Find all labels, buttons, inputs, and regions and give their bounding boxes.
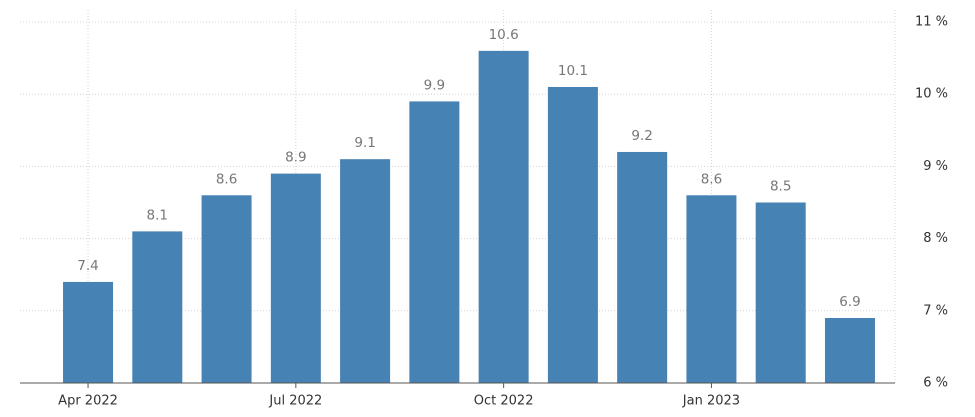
value-label: 8.9 [285,150,306,166]
value-label: 9.1 [354,135,375,151]
bar [270,173,321,383]
value-label: 8.6 [701,171,722,187]
value-label: 8.1 [147,207,168,223]
y-tick-label: 8 % [923,231,948,246]
bar [201,195,252,383]
value-label: 6.9 [839,294,860,310]
value-label: 9.9 [424,77,445,93]
y-tick-label: 9 % [923,159,948,174]
y-tick-label: 6 % [923,376,948,391]
value-label: 10.1 [558,63,588,79]
value-label: 9.2 [631,128,652,144]
value-label: 8.5 [770,179,791,195]
bar [340,159,391,383]
bar [824,318,875,383]
bar [547,86,598,383]
bar [409,101,460,384]
value-label: 8.6 [216,171,237,187]
x-tick-label: Oct 2022 [474,394,534,409]
y-tick-label: 10 % [915,87,948,102]
value-label: 7.4 [77,258,98,274]
y-tick-label: 11 % [915,15,948,30]
bar [617,151,668,383]
x-tick-label: Jul 2022 [268,394,322,409]
bar [63,281,114,383]
bar [686,195,737,383]
y-tick-label: 7 % [923,303,948,318]
x-tick-label: Apr 2022 [58,394,118,409]
x-tick-label: Jan 2023 [682,394,740,409]
bar [478,50,529,383]
value-label: 10.6 [489,27,519,43]
bar [755,202,806,383]
bar [132,231,183,383]
